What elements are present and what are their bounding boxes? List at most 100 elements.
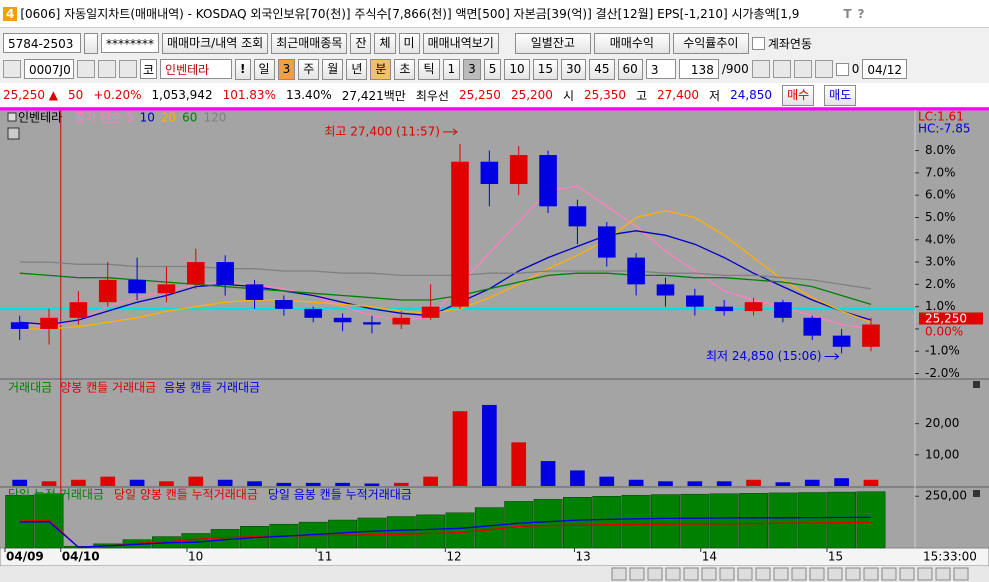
interval-button[interactable]: 월 (322, 58, 344, 80)
checkbox[interactable] (751, 36, 765, 50)
title-tool[interactable]: T (843, 6, 852, 21)
legend-name: 인벤테라 (18, 111, 62, 125)
legend-entry: 당일 양봉 캔들 누적거래대금 (114, 488, 258, 502)
volume-bar (423, 476, 438, 486)
status-button (683, 567, 699, 581)
volume-bar (746, 479, 761, 486)
cumulative-bar (680, 493, 710, 549)
minute-button[interactable]: 1 (442, 58, 461, 80)
minute-button[interactable]: 15 (532, 58, 558, 80)
icon[interactable] (793, 60, 812, 78)
interval-button[interactable]: 주 (298, 58, 320, 80)
toolbar-button[interactable]: 매매내역보기 (422, 32, 499, 54)
market: 코 (140, 59, 158, 79)
y-tick-label: 2.0% (925, 277, 956, 291)
title-tool[interactable]: ? (857, 6, 865, 21)
candle-body (216, 262, 234, 285)
status-button (737, 567, 753, 581)
toolbar-button[interactable]: 일별잔고 (514, 32, 591, 54)
chart: 8.0% 7.0% 6.0% 5.0% 4.0% 3.0% 2.0% 1.0% -1.0% -2.… (0, 107, 989, 582)
candle-body (862, 324, 880, 347)
candle-body (744, 302, 763, 312)
order-button[interactable]: 매도 (824, 84, 857, 106)
legend-entry: 20 (161, 111, 176, 125)
toolbar-button[interactable]: 잔 (350, 32, 372, 54)
status-button (827, 567, 843, 581)
minute-button[interactable]: 60 (617, 58, 643, 80)
dropdown[interactable] (84, 32, 98, 54)
name-input[interactable]: 인벤테라 (160, 59, 233, 79)
icon[interactable] (814, 60, 833, 78)
cumulative-bar (592, 495, 622, 549)
volume-bar (716, 481, 732, 486)
legend-entry: 음봉 캔들 거래대금 (164, 381, 260, 395)
toolbar-button[interactable]: 최근매매종목 (271, 32, 348, 54)
quote-item: 저 (709, 88, 721, 103)
y-tick-label: 5.0% (925, 210, 956, 224)
y-tick-label: 7.0% (925, 165, 956, 179)
toolbar-button[interactable]: 수익률추이 (672, 32, 749, 54)
volume-bar (482, 404, 497, 486)
candle-body (480, 161, 499, 185)
quote-item: +0.20% (93, 88, 142, 102)
volume-bar (41, 481, 57, 486)
last-price-label: 25,250 (925, 311, 967, 325)
candle-body (509, 155, 528, 185)
candle-body (40, 317, 58, 329)
password-input[interactable]: ******** (101, 33, 159, 53)
count-input[interactable]: 138 (678, 59, 719, 79)
toolbar-button[interactable]: 매매마크/내역 조회 (162, 32, 269, 54)
candle-body (157, 284, 176, 294)
legend-entry: 120 (203, 111, 226, 125)
toolbar-button[interactable]: 미 (398, 32, 420, 54)
quote-item: 고 (635, 88, 648, 103)
volume-bar (834, 478, 849, 486)
account-input[interactable]: 5784-2503 (3, 33, 81, 53)
volume-bar (863, 479, 879, 486)
code-input[interactable]: 0007J0 (24, 59, 74, 79)
legend-entry: 60 (182, 111, 197, 125)
search[interactable] (77, 60, 95, 78)
candle-body (187, 262, 205, 285)
x-tick-label: 04/09 (6, 550, 44, 564)
spin-input[interactable]: 3 (645, 59, 676, 79)
interval-button[interactable]: 초 (394, 58, 416, 80)
quote-item: 24,850 (730, 88, 773, 102)
icon[interactable] (3, 60, 21, 78)
icon[interactable] (98, 60, 116, 78)
minute-button[interactable]: 10 (504, 58, 530, 80)
period[interactable]: 일 (253, 58, 275, 80)
minute-button[interactable]: 3 (463, 58, 481, 80)
status-button (665, 567, 681, 581)
status-button (881, 567, 897, 581)
icon[interactable] (119, 60, 137, 78)
minute-button[interactable]: 5 (483, 58, 502, 80)
candle-body (69, 302, 88, 318)
quote-item: 27,400 (657, 88, 700, 102)
order-button[interactable]: 매수 (782, 84, 815, 106)
volume-bar (687, 481, 703, 486)
icon[interactable] (772, 60, 791, 78)
period-count[interactable]: 3 (277, 58, 296, 80)
interval-button[interactable]: 년 (346, 58, 368, 80)
minute-button[interactable]: 30 (560, 58, 587, 80)
quote-item: 25,350 (583, 88, 626, 102)
interval-button[interactable]: 틱 (418, 58, 440, 80)
minute-button[interactable]: 45 (589, 58, 615, 80)
series-line (19, 519, 872, 548)
x-tick-label: 04/10 (62, 550, 100, 564)
cumulative-bar (651, 494, 680, 549)
cumulative-bar (827, 491, 857, 549)
volume-bar (247, 481, 262, 486)
volume-bar (658, 481, 673, 486)
cumulative-bar (474, 507, 504, 549)
icon[interactable] (751, 60, 770, 78)
cumulative-bar (386, 516, 416, 549)
date-input[interactable]: 04/12 (862, 59, 908, 79)
checkbox[interactable] (835, 62, 849, 76)
toolbar-button[interactable]: 체 (374, 32, 396, 54)
high-annotation: 최고 27,400 (11:57) (324, 124, 440, 138)
toolbar-button[interactable]: 매매수익 (593, 32, 670, 54)
interval-button[interactable]: 분 (370, 58, 392, 80)
alert[interactable]: ! (235, 58, 251, 80)
